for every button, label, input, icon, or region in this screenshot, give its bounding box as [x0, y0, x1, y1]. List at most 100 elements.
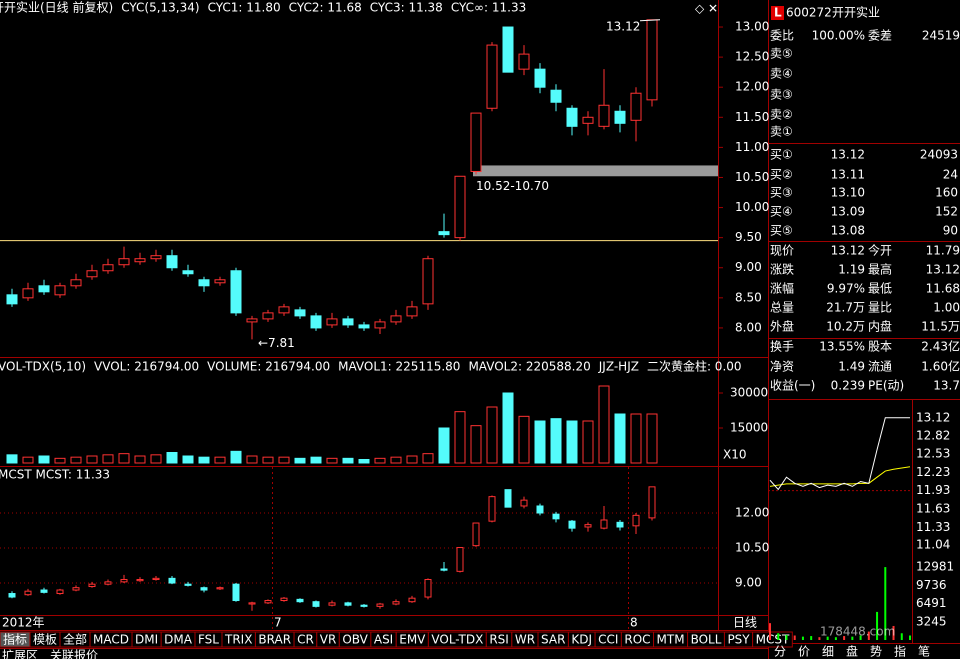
- mcst-candle-body: [568, 520, 576, 529]
- candle-body: [246, 318, 258, 323]
- volume-bar: [118, 453, 130, 464]
- tab[interactable]: RSI: [485, 631, 513, 648]
- mcst-candle-body: [312, 601, 320, 607]
- volume-bar: [22, 456, 34, 464]
- mcst-candle-body: [616, 521, 624, 528]
- tab[interactable]: 指标: [0, 631, 31, 648]
- intraday-volume: [900, 633, 903, 640]
- tab[interactable]: VOL-TDX: [427, 631, 487, 648]
- mcst-candle-body: [152, 577, 160, 581]
- quote-cell: 1.49: [838, 360, 865, 374]
- candle-body: [534, 68, 546, 88]
- volume-bar: [438, 427, 450, 464]
- tab[interactable]: ROC: [620, 631, 655, 648]
- tab-bg: [752, 631, 793, 648]
- candle-body: [326, 318, 338, 326]
- quote-cell: 21.7万: [826, 301, 865, 315]
- mcst-candle-body: [104, 581, 112, 585]
- intraday-vtick: 6491: [916, 596, 947, 610]
- volume-bar: [486, 406, 498, 464]
- date-label: 8: [630, 616, 638, 630]
- quote-cell: 13.10: [831, 186, 865, 200]
- volume-bar: [422, 453, 434, 464]
- icon[interactable]: ◇ ✕: [695, 2, 718, 16]
- candle-body: [614, 110, 626, 124]
- volume-bar: [390, 456, 402, 464]
- mcst-candle-body: [136, 579, 144, 582]
- tab-label: CR: [297, 633, 314, 647]
- volume-bar: [294, 457, 306, 464]
- volume-bar: [582, 420, 594, 464]
- intraday-tab[interactable]: 分: [774, 645, 786, 659]
- tab[interactable]: CCI: [594, 631, 622, 648]
- intraday-tab[interactable]: 细: [822, 645, 834, 659]
- intraday-tab[interactable]: 价: [798, 645, 810, 659]
- tab[interactable]: EMV: [395, 631, 429, 648]
- high-note-line: [639, 19, 661, 22]
- tab[interactable]: KDJ: [567, 631, 596, 648]
- tab[interactable]: CR: [293, 631, 318, 648]
- intraday-volume: [876, 611, 879, 640]
- tab[interactable]: 模板: [29, 631, 61, 648]
- tab[interactable]: MTM: [653, 631, 689, 648]
- mcst-candle-body: [168, 577, 176, 584]
- candle-body: [454, 175, 466, 239]
- tab-label: 全部: [63, 632, 87, 647]
- intraday-tab[interactable]: 势: [870, 645, 882, 659]
- intraday-volume: [801, 636, 804, 640]
- tab[interactable]: DMI: [131, 631, 162, 648]
- candle-body: [278, 306, 290, 314]
- candle-body: [518, 53, 530, 70]
- quote-cell: 委差: [868, 29, 892, 43]
- tab[interactable]: PSY: [723, 631, 754, 648]
- quote-cell: 13.12: [831, 244, 865, 258]
- quote-cell: 卖④: [770, 67, 793, 81]
- volume-bar: [550, 418, 562, 464]
- intraday-volume: [834, 637, 837, 640]
- quote-cell: 买①: [770, 148, 793, 162]
- mcst-candle-body: [296, 598, 304, 603]
- mcst-candle-body: [184, 583, 192, 586]
- mcst-candle-body: [472, 522, 480, 547]
- tab[interactable]: VR: [316, 631, 340, 648]
- tab[interactable]: MACD: [89, 631, 133, 648]
- tab[interactable]: OBV: [338, 631, 372, 648]
- tab[interactable]: FSL: [194, 631, 223, 648]
- volume-bar: [598, 385, 610, 464]
- tab[interactable]: BRAR: [254, 631, 295, 648]
- tab-label: MCST: [756, 633, 790, 647]
- y-tick-label: 30000: [730, 386, 768, 400]
- candle-body: [422, 258, 434, 305]
- candle-body: [630, 92, 642, 121]
- intraday-tab[interactable]: 笔: [918, 644, 930, 659]
- volume-bar: [166, 452, 178, 464]
- tab-label: RSI: [489, 633, 509, 647]
- tab-label: PSY: [727, 633, 750, 647]
- candle-body: [342, 318, 354, 326]
- candle-body: [486, 44, 498, 109]
- tab[interactable]: MCST: [752, 631, 793, 648]
- header-text: CYC1: 11.80: [208, 1, 281, 15]
- tab[interactable]: SAR: [537, 631, 569, 648]
- quote-cell: 13.55%: [819, 340, 865, 354]
- intraday-tab[interactable]: 盘: [846, 644, 858, 659]
- tab[interactable]: 全部: [59, 631, 91, 648]
- candle-body: [502, 26, 514, 73]
- tab[interactable]: TRIX: [221, 631, 256, 648]
- y-tick-label: 10.50: [735, 170, 769, 184]
- y-tick-label: 12.50: [735, 50, 769, 64]
- bottom-tab[interactable]: 扩展区: [2, 649, 38, 659]
- tab[interactable]: BOLL: [687, 631, 725, 648]
- candle-body: [134, 258, 146, 263]
- watermark: 178448.com: [820, 625, 895, 639]
- price-band: [473, 165, 718, 177]
- volume-bar: [518, 415, 530, 464]
- intraday-tick: 12.82: [916, 429, 950, 443]
- intraday-tab[interactable]: 指: [894, 644, 906, 659]
- tab[interactable]: ASI: [370, 631, 397, 648]
- tab[interactable]: DMA: [160, 631, 196, 648]
- tab[interactable]: WR: [511, 631, 539, 648]
- mcst-candle-body: [504, 489, 512, 508]
- y-tick-label: 12.00: [735, 80, 769, 94]
- bottom-tab[interactable]: 关联报价: [50, 648, 98, 659]
